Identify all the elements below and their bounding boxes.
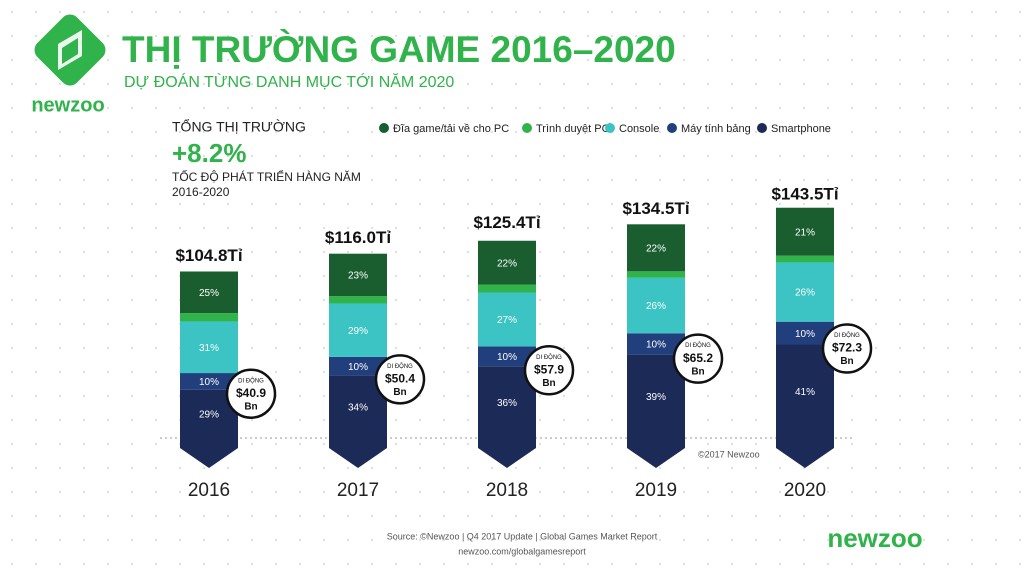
total-label: $143.5Tỉ — [771, 184, 838, 203]
bar-tip — [478, 438, 536, 468]
legend-swatch — [757, 123, 767, 133]
total-label: $134.5Tỉ — [622, 199, 689, 218]
bar-segment — [776, 262, 834, 322]
bar-segment — [627, 271, 685, 278]
segment-label: 29% — [199, 409, 219, 420]
copyright: ©2017 Newzoo — [698, 449, 760, 459]
mobile-name: DI ĐỘNG — [834, 332, 860, 339]
legend-swatch — [667, 123, 677, 133]
total-label: $116.0Tỉ — [325, 228, 391, 247]
segment-label: 10% — [646, 340, 666, 351]
bar-segment — [478, 284, 536, 293]
summary-caption: TỐC ĐỘ PHÁT TRIỂN HÀNG NĂM — [172, 169, 361, 184]
segment-label: 27% — [497, 315, 517, 326]
segment-label: 26% — [646, 301, 666, 312]
legend-label: Đĩa game/tải về cho PC — [393, 123, 509, 135]
mobile-name: DI ĐỘNG — [536, 354, 562, 361]
source-url: newzoo.com/globalgamesreport — [458, 546, 586, 556]
mobile-value: $40.9 — [236, 386, 266, 400]
legend-label: Console — [619, 123, 659, 135]
segment-label: 25% — [199, 288, 219, 299]
legend-label: Máy tính bảng — [681, 123, 751, 135]
mobile-name: DI ĐỘNG — [685, 342, 711, 349]
mobile-value: $57.9 — [534, 362, 564, 376]
logo — [34, 14, 106, 86]
bar-segment — [776, 321, 834, 345]
mobile-value: $65.2 — [683, 351, 713, 365]
bar-segment — [627, 333, 685, 355]
segment-label: 10% — [795, 329, 815, 340]
x-tick-label: 2019 — [635, 480, 677, 501]
bar-segment — [478, 292, 536, 347]
x-tick-label: 2016 — [188, 480, 230, 501]
bar-segment — [627, 224, 685, 272]
brand: newzoo — [31, 94, 104, 116]
bar-tip — [180, 438, 238, 468]
mobile-bubble — [523, 345, 575, 396]
mobile-bubble — [374, 354, 426, 405]
bar-segment — [180, 321, 238, 374]
bar-segment — [627, 277, 685, 334]
brand-footer: newzoo — [827, 523, 922, 553]
bar-segment — [776, 255, 834, 263]
bar-segment — [329, 356, 387, 376]
legend-swatch — [605, 123, 615, 133]
bar-segment — [478, 240, 536, 285]
segment-label: 22% — [497, 258, 517, 269]
mobile-bubble — [821, 323, 873, 374]
mobile-name: DI ĐỘNG — [387, 363, 413, 370]
bar-segment — [180, 313, 238, 322]
segment-label: 10% — [497, 352, 517, 363]
mobile-unit: Bn — [840, 356, 853, 367]
legend-swatch — [522, 123, 532, 133]
mobile-unit: Bn — [244, 401, 257, 412]
chart-title: THỊ TRƯỜNG GAME 2016–2020 — [122, 28, 676, 70]
legend-label: Trình duyệt PC — [536, 123, 610, 135]
total-label: $104.8Tỉ — [175, 246, 242, 265]
source: Source: ©Newzoo | Q4 2017 Update | Globa… — [387, 531, 658, 541]
chart-subtitle: DỰ ĐOÁN TỪNG DANH MỤC TỚI NĂM 2020 — [124, 72, 454, 91]
mobile-value: $50.4 — [385, 372, 415, 386]
growth-rate: +8.2% — [172, 138, 246, 168]
segment-label: 21% — [795, 227, 815, 238]
bar-segment — [776, 344, 834, 438]
segment-label: 31% — [199, 343, 219, 354]
legend-swatch — [379, 123, 389, 133]
segment-label: 10% — [199, 377, 219, 388]
segment-label: 29% — [348, 326, 368, 337]
segment-label: 22% — [646, 243, 666, 254]
bar-segment — [478, 346, 536, 367]
bar-segment — [329, 303, 387, 357]
bar-segment — [180, 271, 238, 314]
segment-label: 34% — [348, 402, 368, 413]
mobile-name: DI ĐỘNG — [238, 377, 264, 384]
bar-tip — [627, 438, 685, 468]
bar-segment — [180, 373, 238, 390]
legend-label: Smartphone — [771, 123, 831, 135]
mobile-unit: Bn — [542, 378, 555, 389]
mobile-unit: Bn — [691, 366, 704, 377]
mobile-unit: Bn — [393, 387, 406, 398]
mobile-bubble — [672, 333, 724, 384]
x-tick-label: 2018 — [486, 480, 528, 501]
segment-label: 39% — [646, 392, 666, 403]
segment-label: 36% — [497, 398, 517, 409]
x-tick-label: 2017 — [337, 480, 379, 501]
segment-label: 41% — [795, 387, 815, 398]
bar-segment — [329, 296, 387, 304]
x-tick-label: 2020 — [784, 480, 826, 501]
segment-label: 10% — [348, 362, 368, 373]
summary-heading: TỔNG THỊ TRƯỜNG — [172, 118, 306, 135]
mobile-bubble — [225, 368, 277, 419]
segment-label: 23% — [348, 271, 368, 282]
summary-period: 2016-2020 — [172, 185, 230, 199]
mobile-value: $72.3 — [832, 341, 862, 355]
bar-tip — [776, 438, 834, 468]
bar-tip — [329, 438, 387, 468]
bar-segment — [776, 207, 834, 256]
bar-segment — [329, 253, 387, 297]
total-label: $125.4Tỉ — [473, 213, 540, 232]
segment-label: 26% — [795, 288, 815, 299]
